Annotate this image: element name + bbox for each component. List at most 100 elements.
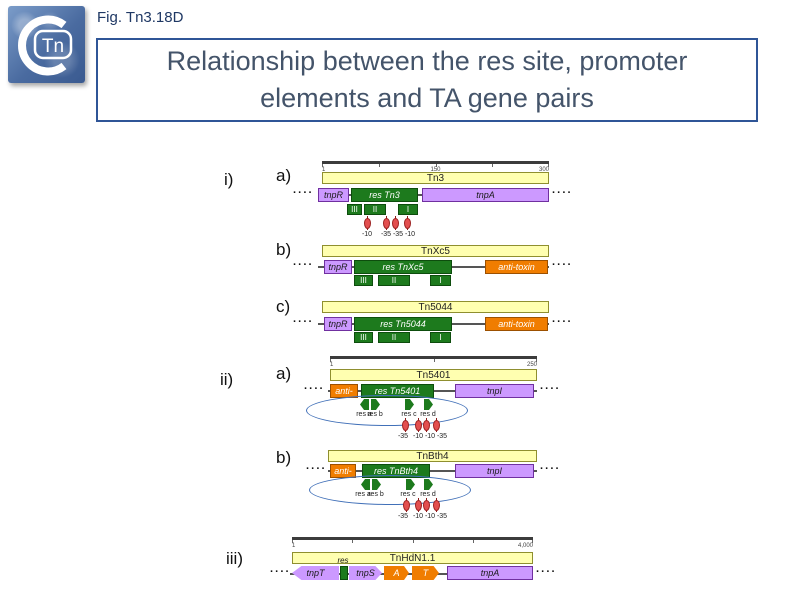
subsite-I: I <box>430 332 451 343</box>
panel-label-i-b: b) <box>276 240 292 259</box>
slide-title-line1: Relationship between the res site, promo… <box>166 46 688 76</box>
subsite-I: I <box>398 204 418 215</box>
ruler-bar <box>330 356 537 359</box>
subsite-III: III <box>354 332 373 343</box>
res-subsite-arrow-d <box>424 479 433 490</box>
promoter-arrow <box>402 418 409 432</box>
res-subsite-arrow-d <box>424 399 433 410</box>
ruler-start: 1 <box>330 362 334 368</box>
res-subsite-label: res c <box>401 411 417 418</box>
flank-dots-right: ···· <box>540 383 561 395</box>
slide-title-box: Relationship between the res site, promo… <box>96 38 758 122</box>
promoter-arrow <box>392 216 399 230</box>
gene-anti-toxin: anti-toxin <box>485 317 548 331</box>
promoter-label: -35 <box>436 513 448 520</box>
res-site-box: res TnXc5 <box>354 260 452 274</box>
promoter-label: -35 <box>380 231 392 238</box>
subsite-I: I <box>430 275 451 286</box>
promoter-arrow <box>364 216 371 230</box>
promoter-arrow <box>433 498 440 512</box>
flank-dots-left: ···· <box>293 316 314 328</box>
scale-ruler-tnhdn1: 1 4,000 <box>292 537 533 550</box>
promoter-arrow <box>403 498 410 512</box>
section-label-ii: ii) <box>220 370 234 389</box>
ruler-bar <box>322 161 549 164</box>
res-subsite-label: res b <box>368 491 384 498</box>
res-region-ellipse <box>309 475 471 505</box>
logo-tn-text: Tn <box>42 36 64 57</box>
slide-title-line2: elements and TA gene pairs <box>260 83 594 113</box>
promoter-arrow <box>423 418 430 432</box>
gene-tnpR: tnpR <box>318 188 349 202</box>
panel-label-i-a: a) <box>276 166 292 185</box>
res-subsite-arrow-c <box>405 399 414 410</box>
res-subsite-arrow-b <box>371 399 380 410</box>
flank-dots-right: ···· <box>552 259 573 271</box>
subsite-III: III <box>347 204 362 215</box>
gene-tnpR: tnpR <box>324 317 352 331</box>
res-subsite-arrow-a <box>360 399 369 410</box>
gene-tnpA: tnpA <box>422 188 549 202</box>
res-region-ellipse <box>306 395 468 426</box>
transposon-bar-tn5044: Tn5044 <box>322 301 549 313</box>
flank-dots-right: ···· <box>552 316 573 328</box>
transposon-bar-tnhdn1: TnHdN1.1 <box>292 552 533 564</box>
logo-graphic: Tn <box>18 15 73 76</box>
gene-tnpS-arrow: tnpS <box>349 566 382 580</box>
flank-dots-left: ···· <box>304 383 325 395</box>
transposon-bar-tn3: Tn3 <box>322 172 549 184</box>
gene-tnpI: tnpI <box>455 384 534 398</box>
ruler-end: 250 <box>526 362 537 368</box>
panel-label-i-c: c) <box>276 297 291 316</box>
flank-dots-right: ···· <box>540 463 561 475</box>
res-subsite-label: res b <box>367 411 383 418</box>
gene-antitoxin-A-arrow: A <box>384 566 409 580</box>
gene-backbone-line <box>328 470 537 472</box>
promoter-arrow <box>404 216 411 230</box>
promoter-arrow <box>383 216 390 230</box>
section-label-iii: iii) <box>226 549 243 568</box>
ruler-mid: 150 <box>430 167 441 173</box>
promoter-label: -10 <box>412 433 424 440</box>
subsite-II: II <box>364 204 386 215</box>
gene-tnpR: tnpR <box>324 260 352 274</box>
flank-dots-right: ···· <box>536 566 557 578</box>
transposon-bar-tnbth4: TnBth4 <box>328 450 537 462</box>
gene-tnpT-arrow: tnpT <box>292 566 339 580</box>
promoter-arrow <box>415 498 422 512</box>
figure-label: Fig. Tn3.18D <box>97 9 184 26</box>
gene-toxin-T-arrow: T <box>412 566 439 580</box>
ruler-end: 4,000 <box>517 543 533 549</box>
res-mini-box <box>340 566 348 580</box>
res-subsite-label: res a <box>356 411 372 418</box>
promoter-label: -35 <box>397 513 409 520</box>
section-label-i: i) <box>224 170 234 189</box>
res-subsite-label: res d <box>420 411 436 418</box>
gene-tnpA: tnpA <box>447 566 533 580</box>
flank-dots-right: ···· <box>552 187 573 199</box>
promoter-label: -10 <box>412 513 424 520</box>
res-site-box: res Tn3 <box>351 188 418 202</box>
flank-dots-left: ···· <box>293 259 314 271</box>
subsite-II: II <box>378 275 410 286</box>
res-subsite-label: res d <box>420 491 436 498</box>
res-subsite-arrow-a <box>361 479 370 490</box>
gene-anti-toxin: anti-toxin <box>485 260 548 274</box>
promoter-label: -35 <box>397 433 409 440</box>
ruler-end: 300 <box>538 167 549 173</box>
res-subsite-arrow-b <box>372 479 381 490</box>
promoter-label: -10 <box>361 231 373 238</box>
scale-ruler-tn5401: 1 250 <box>330 356 537 369</box>
promoter-label: -35 <box>436 433 448 440</box>
ruler-start: 1 <box>322 167 326 173</box>
subsite-II: II <box>378 332 410 343</box>
promoter-label: -10 <box>404 231 416 238</box>
panel-label-ii-b: b) <box>276 448 292 467</box>
gene-tnpI: tnpI <box>455 464 534 478</box>
promoter-label: -35 <box>392 231 404 238</box>
promoter-label: -10 <box>424 433 436 440</box>
res-mini-label: res <box>337 556 349 565</box>
ruler-bar <box>292 537 533 540</box>
promoter-arrow <box>415 418 422 432</box>
